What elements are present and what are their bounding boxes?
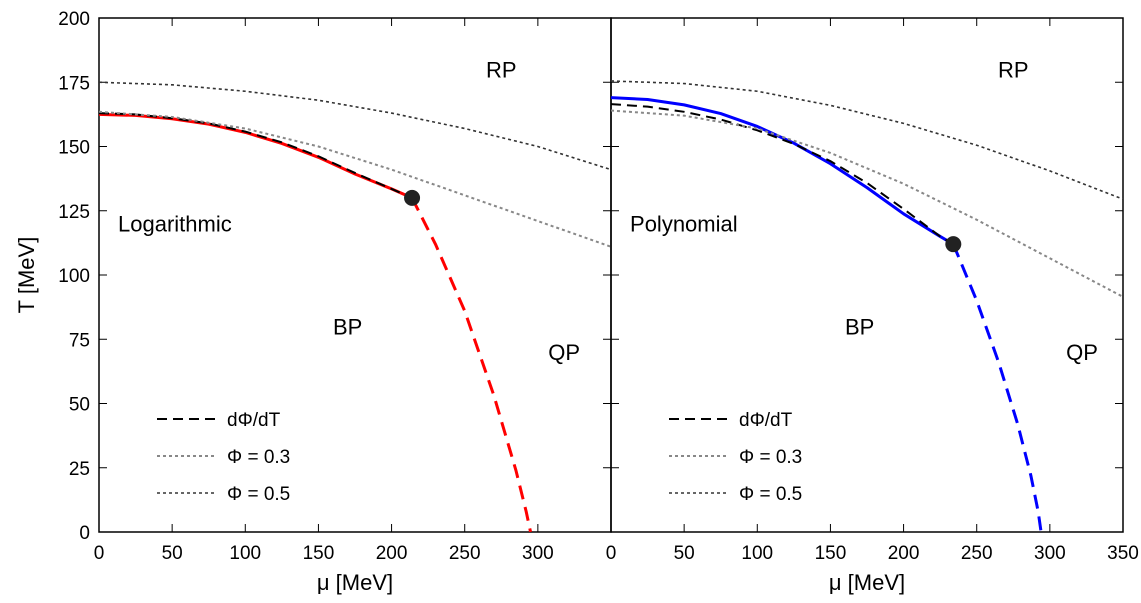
legend-label: dΦ/dT <box>739 410 793 431</box>
x-tick-label: 50 <box>674 543 695 564</box>
x-tick-label: 100 <box>229 543 261 564</box>
series-group <box>611 80 1123 532</box>
legend-label: Φ = 0.3 <box>227 447 290 468</box>
x-tick-label: 250 <box>449 543 481 564</box>
x-tick-label: 100 <box>741 543 773 564</box>
series-line-d-dt <box>99 112 413 199</box>
series-line-0-3 <box>99 110 611 248</box>
series-line-0-5 <box>99 81 611 171</box>
y-tick-label: 25 <box>69 459 90 480</box>
region-label-bp: BP <box>333 314 362 339</box>
series-line-crossover <box>611 96 955 246</box>
y-tick-label: 125 <box>58 202 90 223</box>
x-axis-title: μ [MeV] <box>317 570 393 595</box>
y-tick-label: 50 <box>69 395 90 416</box>
panel-label: Polynomial <box>630 211 738 236</box>
series-group <box>99 81 611 532</box>
y-tick-label: 100 <box>58 266 90 287</box>
x-tick-label: 150 <box>815 543 847 564</box>
x-tick-label: 150 <box>303 543 335 564</box>
panel-label: Logarithmic <box>118 211 232 236</box>
plot-frame <box>98 17 612 533</box>
region-label-qp: QP <box>548 340 580 365</box>
legend-label: dΦ/dT <box>227 410 281 431</box>
region-label-rp: RP <box>998 57 1029 82</box>
series-line-0-5 <box>611 80 1123 200</box>
region-label-rp: RP <box>486 57 517 82</box>
critical-point-marker <box>945 236 962 253</box>
y-tick-label: 0 <box>79 523 90 544</box>
x-tick-label: 250 <box>961 543 993 564</box>
y-tick-label: 200 <box>58 9 90 30</box>
x-tick-label: 350 <box>1107 543 1139 564</box>
x-tick-label: 50 <box>162 543 183 564</box>
series-line-0-3 <box>611 109 1123 298</box>
y-tick-label: 75 <box>69 330 90 351</box>
legend-label: Φ = 0.5 <box>227 484 290 505</box>
y-tick-label: 175 <box>58 73 90 94</box>
series-line-first-order <box>410 197 533 532</box>
x-tick-label: 0 <box>606 543 617 564</box>
y-axis-title: T [MeV] <box>14 237 39 314</box>
x-tick-label: 300 <box>1034 543 1066 564</box>
panel-2: 0 50 100 150 200 250 300 350 μ [MeV] Polynomial RP… <box>606 17 1139 595</box>
x-tick-label: 300 <box>522 543 554 564</box>
plot-frame <box>610 17 1124 533</box>
legend-label: Φ = 0.5 <box>739 484 802 505</box>
series-line-crossover <box>99 112 413 200</box>
series-line-first-order <box>951 243 1043 532</box>
x-tick-label: 200 <box>888 543 920 564</box>
critical-point-marker <box>404 189 421 206</box>
x-tick-label: 0 <box>94 543 105 564</box>
region-label-bp: BP <box>845 314 874 339</box>
panel-1: 0 50 100 150 200 250 300 0 25 50 75 100 125 150 175 200… <box>14 9 612 595</box>
legend-label: Φ = 0.3 <box>739 447 802 468</box>
x-tick-label: 200 <box>376 543 408 564</box>
x-axis-title: μ [MeV] <box>829 570 905 595</box>
y-tick-label: 150 <box>58 138 90 159</box>
region-label-qp: QP <box>1066 340 1098 365</box>
